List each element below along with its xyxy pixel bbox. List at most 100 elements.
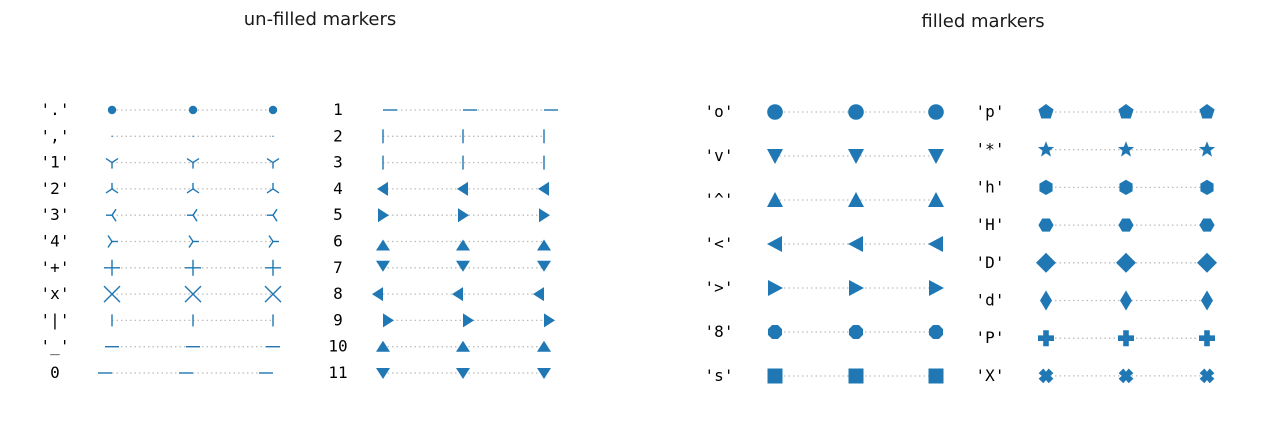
marker-row-caretdown: 7 xyxy=(333,258,551,277)
marker-row-hexagon1: 'h' xyxy=(976,177,1214,196)
marker-label: 'p' xyxy=(976,102,1005,121)
marker-row-tri_left: '3' xyxy=(41,205,278,224)
circle-marker xyxy=(928,104,944,120)
marker-label: 'H' xyxy=(976,215,1005,234)
marker-row-square: 's' xyxy=(705,366,944,385)
caretdown-marker xyxy=(456,260,470,272)
caretleft-marker xyxy=(457,181,468,196)
marker-row-hline: '_' xyxy=(41,337,280,356)
point-marker xyxy=(107,105,117,115)
triangle_up-marker xyxy=(767,192,783,207)
caretleftbase-marker xyxy=(372,287,383,302)
octagon-marker xyxy=(848,324,864,340)
filled-marker-rows: 'o' 'v' '^' '<' '>' '8' 's' 'p' '*' 'h' 'H' 'D' 'd' '… xyxy=(705,102,1217,385)
marker-row-tickright: 1 xyxy=(333,100,558,119)
marker-label: 'D' xyxy=(976,253,1005,272)
tri_left-marker xyxy=(267,208,278,222)
marker-row-tri_down: '1' xyxy=(41,153,280,172)
marker-row-tri_up: '2' xyxy=(41,179,280,198)
caretrightbase-marker xyxy=(544,313,555,328)
marker-label: '8' xyxy=(705,322,734,341)
caretupbase-marker xyxy=(456,340,470,352)
x_filled-marker xyxy=(1038,368,1054,384)
marker-row-octagon: '8' xyxy=(705,322,944,341)
pentagon-marker xyxy=(1199,104,1215,119)
octagon-marker xyxy=(767,324,783,340)
tri_right-marker xyxy=(107,235,118,248)
hexagon1-marker xyxy=(1200,179,1214,195)
plus-marker xyxy=(185,259,201,276)
diamond-marker xyxy=(1036,252,1056,273)
marker-row-tri_right: '4' xyxy=(41,232,279,251)
plus-marker xyxy=(265,259,281,276)
caretdownbase-marker xyxy=(376,368,390,379)
marker-label: 6 xyxy=(333,232,343,251)
triangle_up-marker xyxy=(848,192,864,207)
triangle_down-marker xyxy=(767,149,783,164)
caretupbase-marker xyxy=(376,340,390,352)
caretup-marker xyxy=(376,239,390,251)
marker-label: '.' xyxy=(41,100,70,119)
caretright-marker xyxy=(458,208,469,223)
marker-row-triangle_left: '<' xyxy=(705,234,943,253)
marker-row-plus_filled: 'P' xyxy=(976,328,1215,347)
tri_up-marker xyxy=(105,182,119,194)
caretright-marker xyxy=(539,208,550,223)
marker-label: '_' xyxy=(41,337,70,356)
marker-label: 's' xyxy=(705,366,734,385)
marker-row-triangle_right: '>' xyxy=(705,278,944,297)
square-marker xyxy=(928,368,944,384)
marker-label: '4' xyxy=(41,232,70,251)
hexagon1-marker xyxy=(1039,179,1053,195)
unfilled-panel: un-filled markers '.'',''1''2''3''4''+''… xyxy=(41,9,558,382)
marker-row-tickup: 2 xyxy=(333,126,545,145)
marker-row-triangle_down: 'v' xyxy=(705,146,944,165)
plus_filled-marker xyxy=(1199,330,1215,347)
marker-row-caretup: 6 xyxy=(333,232,551,251)
marker-row-circle: 'o' xyxy=(705,102,944,121)
marker-label: 'd' xyxy=(976,291,1005,310)
marker-label: 'v' xyxy=(705,146,734,165)
unfilled-panel-title: un-filled markers xyxy=(244,9,396,30)
caretleftbase-marker xyxy=(533,287,544,302)
caretleftbase-marker xyxy=(452,287,463,302)
marker-label: 2 xyxy=(333,126,343,145)
marker-label: 5 xyxy=(333,205,343,224)
caretdownbase-marker xyxy=(456,368,470,379)
pixel-marker xyxy=(111,135,113,137)
marker-label: 7 xyxy=(333,258,343,277)
triangle_down-marker xyxy=(928,149,944,164)
marker-row-tickdown: 3 xyxy=(333,153,545,172)
marker-row-thin_diamond: 'd' xyxy=(976,290,1213,311)
triangle_left-marker xyxy=(928,236,943,252)
marker-row-caretrightbase: 9 xyxy=(333,310,555,329)
pixel-marker xyxy=(272,135,274,137)
diamond-marker xyxy=(1116,252,1136,273)
marker-label: 11 xyxy=(328,363,347,382)
filled-panel: filled markers 'o''v''^''<''>''8''s''p''… xyxy=(705,11,1217,385)
triangle_right-marker xyxy=(929,280,944,296)
marker-row-star: '*' xyxy=(976,140,1216,159)
tri_left-marker xyxy=(106,208,117,222)
circle-marker xyxy=(767,104,783,120)
caretup-marker xyxy=(537,239,551,251)
tri_right-marker xyxy=(188,235,199,248)
pentagon-marker xyxy=(1038,104,1054,119)
marker-label: 10 xyxy=(328,337,347,356)
caretright-marker xyxy=(378,208,389,223)
thin_diamond-marker xyxy=(1040,290,1052,311)
marker-row-caretupbase: 10 xyxy=(328,337,551,356)
diamond-marker xyxy=(1197,252,1217,273)
caretup-marker xyxy=(456,239,470,251)
marker-label: 'h' xyxy=(976,177,1005,196)
star-marker xyxy=(1037,141,1055,157)
plus_filled-marker xyxy=(1038,330,1054,347)
x-marker xyxy=(264,285,282,303)
circle-marker xyxy=(848,104,864,120)
marker-row-diamond: 'D' xyxy=(976,252,1217,273)
marker-label: 'P' xyxy=(976,328,1005,347)
marker-label: '+' xyxy=(41,258,70,277)
marker-label: 'o' xyxy=(705,102,734,121)
triangle_up-marker xyxy=(928,192,944,207)
